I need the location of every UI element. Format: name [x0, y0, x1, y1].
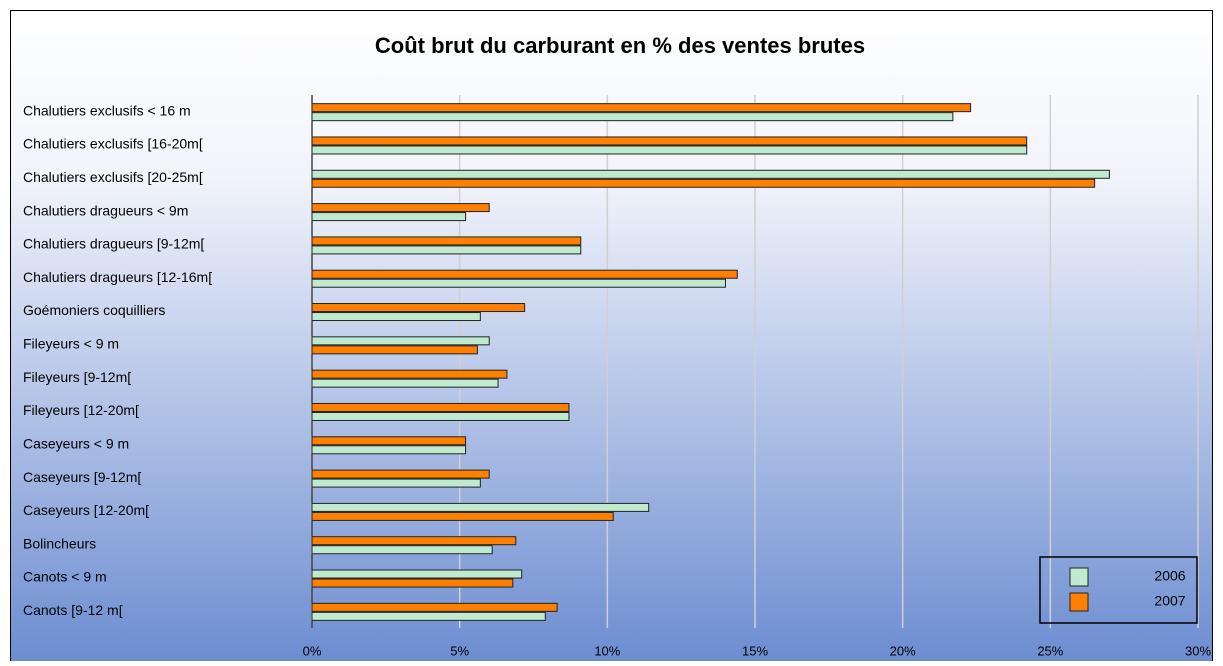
y-tick-label: Goémoniers coquilliers [23, 302, 165, 318]
legend-label: 2007 [1154, 593, 1185, 609]
x-tick-label: 20% [890, 643, 916, 658]
y-tick-label: Bolincheurs [23, 535, 96, 551]
bar [311, 269, 738, 279]
bar [311, 212, 467, 222]
bar [311, 445, 467, 455]
x-tick-label: 30% [1185, 643, 1211, 658]
bar [311, 245, 582, 255]
y-tick-label: Caseyeurs < 9 m [23, 435, 129, 451]
bar [311, 378, 499, 388]
bar [311, 112, 954, 122]
bar [311, 278, 726, 288]
y-tick-label: Chalutiers dragueurs [12-16m[ [23, 269, 212, 285]
bar [311, 169, 1110, 179]
bar [311, 545, 493, 555]
legend-label: 2006 [1154, 568, 1185, 584]
bar [311, 203, 490, 213]
legend-swatch [1069, 592, 1089, 612]
bar [311, 611, 546, 621]
bar [311, 511, 614, 521]
bar [311, 136, 1028, 146]
bar [311, 502, 650, 512]
y-tick-label: Canots < 9 m [23, 569, 107, 585]
y-tick-label: Chalutiers exclusifs < 16 m [23, 102, 191, 118]
bar [311, 436, 467, 446]
y-tick-label: Fileyeurs < 9 m [23, 336, 119, 352]
bar [311, 145, 1028, 155]
y-tick-label: Chalutiers dragueurs [9-12m[ [23, 236, 204, 252]
x-tick-label: 5% [450, 643, 469, 658]
bar [311, 402, 570, 412]
chart-title: Coût brut du carburant en % des ventes b… [375, 33, 865, 58]
y-tick-label: Canots [9-12 m[ [23, 602, 123, 618]
bar [311, 336, 490, 346]
x-tick-label: 0% [303, 643, 322, 658]
bar [311, 369, 508, 379]
y-tick-label: Caseyeurs [12-20m[ [23, 502, 149, 518]
y-tick-label: Chalutiers dragueurs < 9m [23, 202, 188, 218]
y-tick-label: Fileyeurs [9-12m[ [23, 369, 131, 385]
bar [311, 103, 972, 113]
bar [311, 469, 490, 479]
bar [311, 312, 481, 322]
bar [311, 345, 478, 355]
x-tick-label: 25% [1037, 643, 1063, 658]
y-tick-label: Caseyeurs [9-12m[ [23, 469, 141, 485]
legend-box [1039, 556, 1198, 624]
bar [311, 578, 514, 588]
x-tick-label: 15% [742, 643, 768, 658]
y-tick-label: Fileyeurs [12-20m[ [23, 402, 139, 418]
bar [311, 536, 517, 546]
bar [311, 602, 558, 612]
bar [311, 411, 570, 421]
x-tick-label: 10% [594, 643, 620, 658]
legend-swatch [1069, 567, 1089, 587]
bar [311, 303, 526, 313]
y-tick-label: Chalutiers exclusifs [20-25m[ [23, 169, 203, 185]
bar [311, 478, 481, 488]
bar [311, 236, 582, 246]
y-tick-label: Chalutiers exclusifs [16-20m[ [23, 136, 203, 152]
bar [311, 569, 523, 579]
bar [311, 178, 1096, 188]
